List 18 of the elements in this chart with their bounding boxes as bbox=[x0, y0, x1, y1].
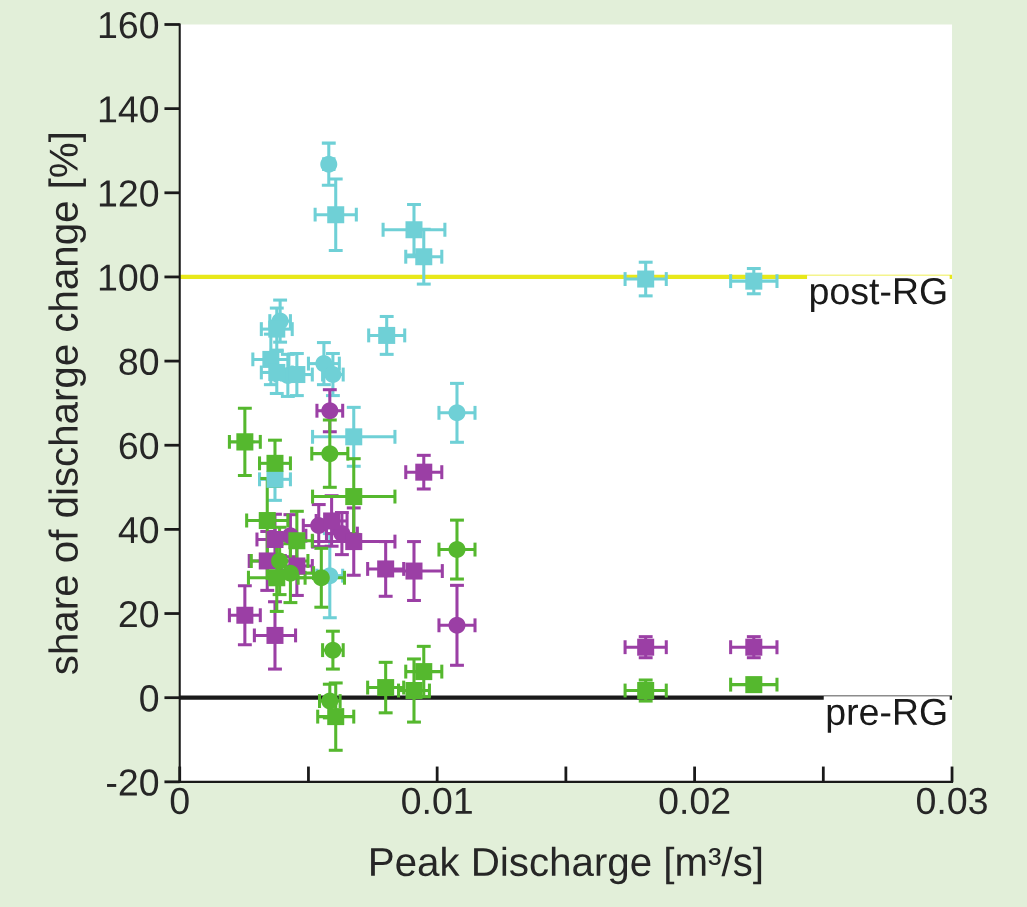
y-tick-label: 80 bbox=[119, 348, 159, 376]
y-tick-label: -20 bbox=[107, 769, 159, 796]
x-tick-label: 0.03 bbox=[917, 787, 987, 815]
y-tick-label: 140 bbox=[99, 96, 159, 123]
y-tick-label: 60 bbox=[119, 432, 159, 460]
y-tick-label: 120 bbox=[99, 180, 159, 207]
y-tick-label: 100 bbox=[99, 264, 159, 291]
ref-line-label: pre-RG bbox=[827, 698, 946, 733]
y-axis-title: share of discharge change [%] bbox=[48, 133, 86, 675]
y-tick-label: 160 bbox=[99, 11, 159, 39]
x-tick-label: 0.01 bbox=[402, 787, 472, 815]
y-tick-label: 40 bbox=[118, 516, 159, 544]
ref-line-label: post-RG bbox=[810, 277, 946, 312]
x-tick-label: 0.02 bbox=[659, 787, 730, 815]
x-axis-title: Peak Discharge [m³/s] bbox=[371, 846, 762, 885]
y-tick-label: 20 bbox=[119, 600, 159, 628]
x-tick-label: 0 bbox=[170, 787, 189, 815]
y-tick-label: 0 bbox=[140, 685, 159, 712]
